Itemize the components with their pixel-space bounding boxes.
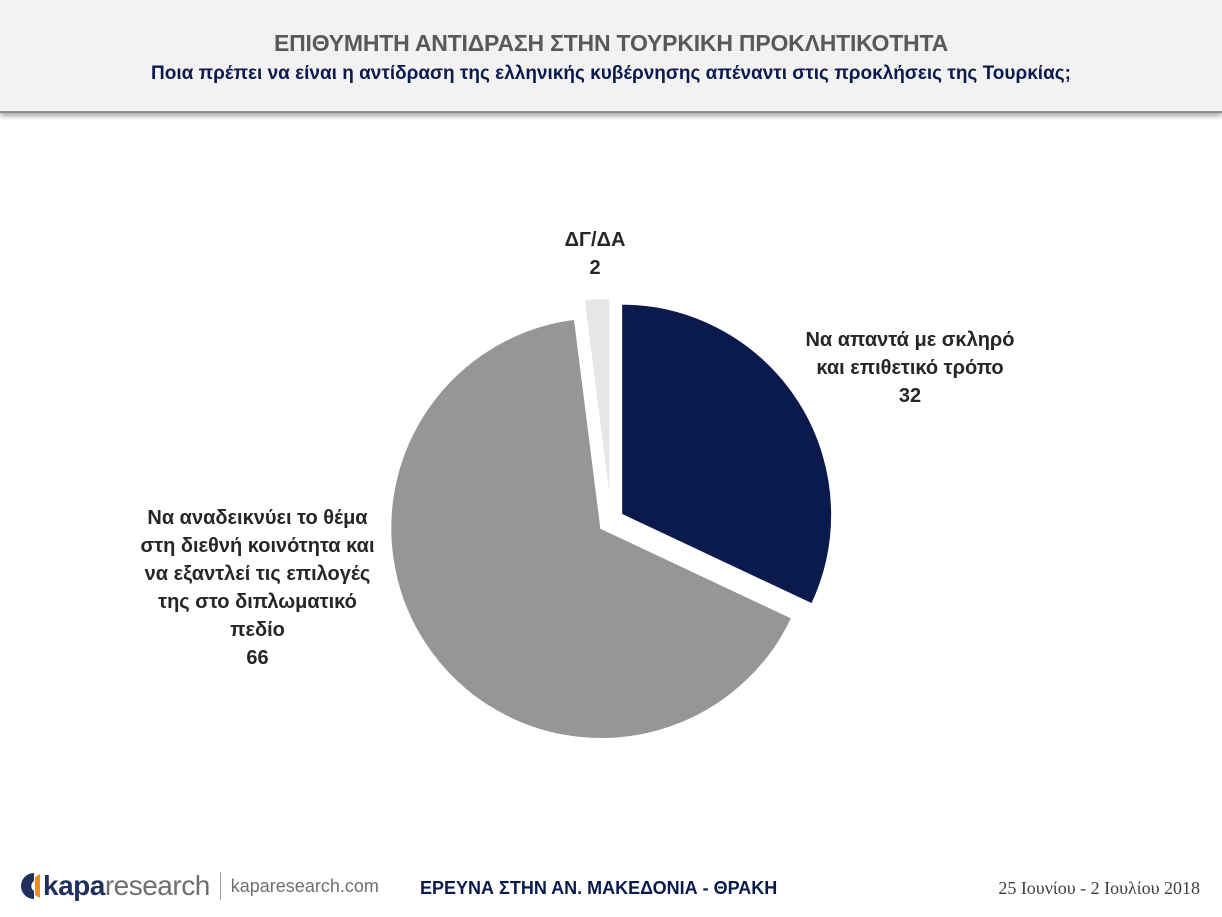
pie-slice (389, 317, 794, 741)
footer-survey-region: ΕΡΕΥΝΑ ΣΤΗΝ ΑΝ. ΜΑΚΕΔΟΝΙΑ - ΘΡΑΚΗ (420, 878, 778, 898)
page-subtitle: Ποια πρέπει να είναι η αντίδραση της ελλ… (151, 63, 1071, 84)
pie-slice (582, 297, 612, 510)
slice-value: 2 (589, 257, 601, 279)
slice-label: Να απαντά με σκληρό και επιθετικό τρόπο 32 (790, 326, 1030, 410)
slice-label-line: ΔΓ/ΔΑ (564, 229, 626, 251)
slice-label-line: της στο διπλωματικό (158, 591, 357, 613)
slice-label-line: Να απαντά με σκληρό (805, 329, 1015, 351)
slice-value: 66 (246, 647, 269, 669)
slice-label-line: στη διεθνή κοινότητα και (140, 535, 375, 557)
slice-value: 32 (898, 385, 922, 407)
slice-label-line: πεδίο (230, 619, 285, 641)
slice-label-line: Να αναδεικνύει το θέμα (147, 507, 368, 529)
header-bar: ΕΠΙΘΥΜΗΤΗ ΑΝΤΙΔΡΑΣΗ ΣΤΗΝ ΤΟΥΡΚΙΚΗ ΠΡΟΚΛΗ… (0, 0, 1222, 113)
footer-site: kaparesearch.com (230, 875, 379, 896)
pie-slice (620, 302, 834, 606)
kapa-logo-icon (14, 871, 40, 901)
logo-brand-rest: research (104, 870, 210, 901)
footer-date: 25 Ιουνίου - 2 Ιουλίου 2018 (998, 878, 1200, 898)
slice-label-line: και επιθετικό τρόπο (816, 357, 1004, 379)
kapa-research-logo: kapa research kaparesearch.com (14, 866, 379, 906)
page-title: ΕΠΙΘΥΜΗΤΗ ΑΝΤΙΔΡΑΣΗ ΣΤΗΝ ΤΟΥΡΚΙΚΗ ΠΡΟΚΛΗ… (273, 30, 949, 56)
logo-brand-bold: kapa (43, 870, 105, 901)
slice-label: Να αναδεικνύει το θέμα στη διεθνή κοινότη… (130, 504, 385, 672)
slice-label-line: να εξαντλεί τις επιλογές (144, 563, 371, 585)
slice-label: ΔΓ/ΔΑ 2 (545, 226, 645, 282)
logo-divider (219, 872, 221, 900)
